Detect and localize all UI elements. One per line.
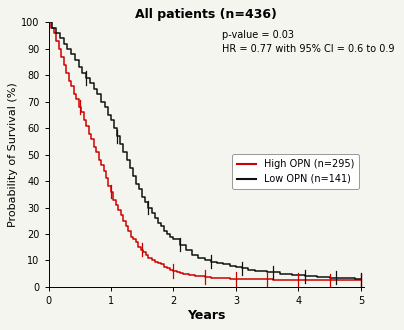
Legend: High OPN (n=295), Low OPN (n=141): High OPN (n=295), Low OPN (n=141) xyxy=(232,154,359,189)
X-axis label: Years: Years xyxy=(187,309,225,322)
Text: p-value = 0.03
HR = 0.77 with 95% CI = 0.6 to 0.9: p-value = 0.03 HR = 0.77 with 95% CI = 0… xyxy=(222,30,395,54)
Y-axis label: Probability of Survival (%): Probability of Survival (%) xyxy=(8,82,18,227)
Title: All patients (n=436): All patients (n=436) xyxy=(135,8,277,21)
